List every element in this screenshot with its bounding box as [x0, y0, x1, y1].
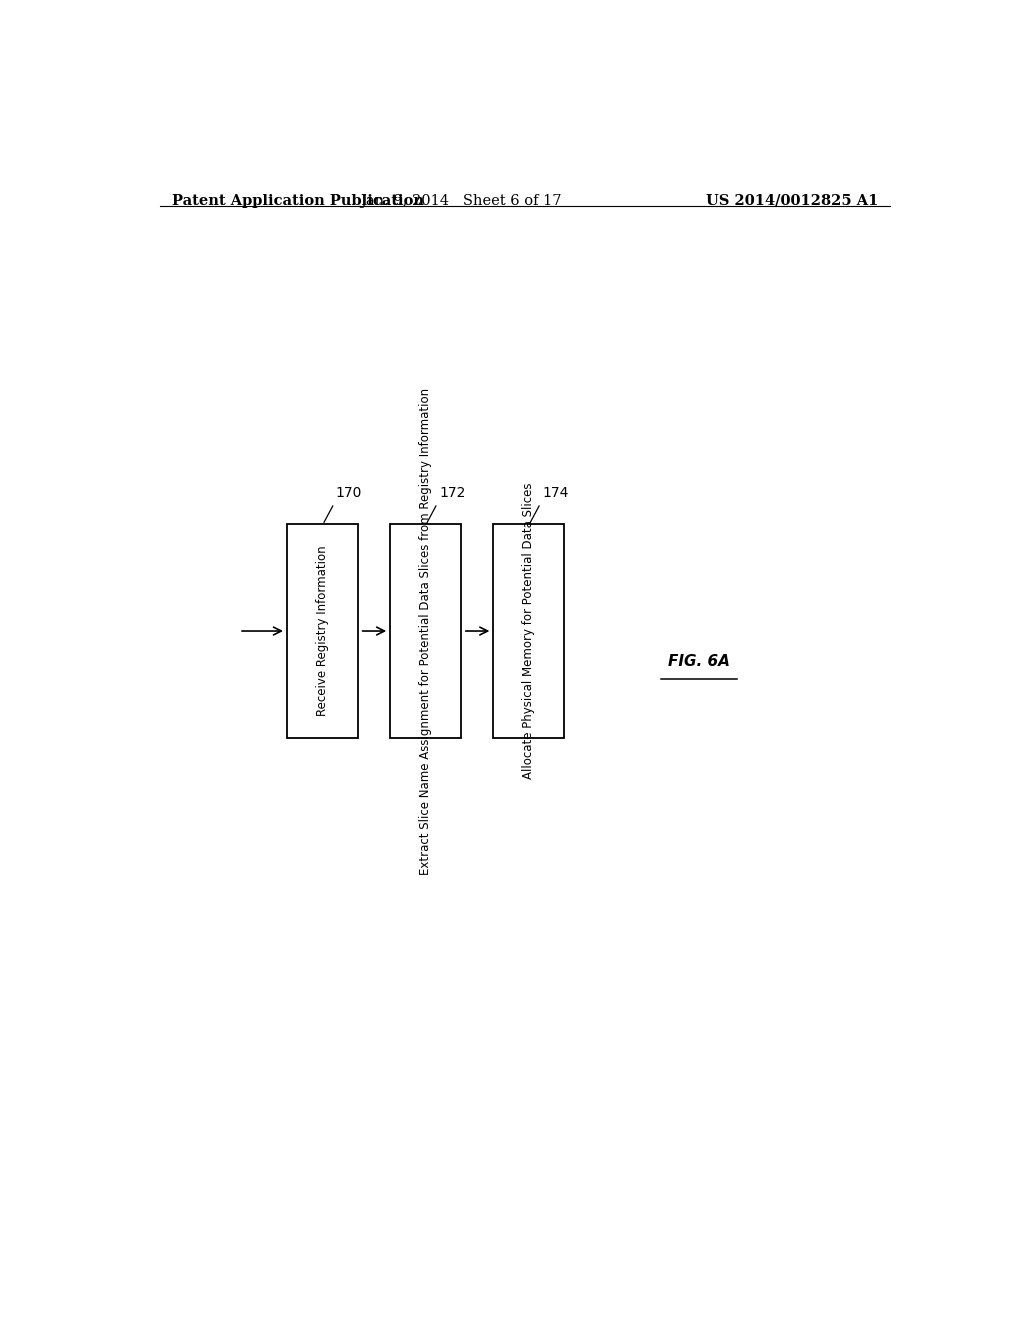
- Text: 170: 170: [336, 486, 362, 500]
- Text: Receive Registry Information: Receive Registry Information: [316, 545, 329, 717]
- Text: Jan. 9, 2014   Sheet 6 of 17: Jan. 9, 2014 Sheet 6 of 17: [360, 194, 562, 209]
- Bar: [494, 524, 564, 738]
- Text: Extract Slice Name Assignment for Potential Data Slices from Registry Informatio: Extract Slice Name Assignment for Potent…: [419, 388, 432, 875]
- Text: Patent Application Publication: Patent Application Publication: [172, 194, 424, 209]
- Text: US 2014/0012825 A1: US 2014/0012825 A1: [706, 194, 878, 209]
- Text: 172: 172: [439, 486, 466, 500]
- Bar: [287, 524, 358, 738]
- Text: Allocate Physical Memory for Potential Data Slices: Allocate Physical Memory for Potential D…: [522, 483, 536, 779]
- Text: FIG. 6A: FIG. 6A: [669, 653, 730, 669]
- Bar: [390, 524, 462, 738]
- Text: 174: 174: [543, 486, 568, 500]
